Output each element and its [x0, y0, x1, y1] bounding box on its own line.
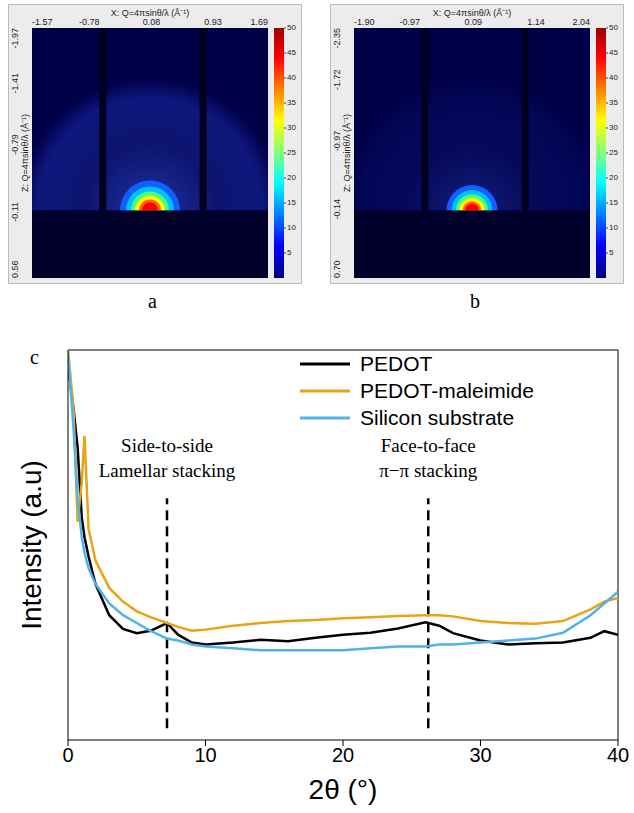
svg-text:15: 15	[287, 198, 296, 207]
svg-text:Side-to-side: Side-to-side	[121, 435, 213, 456]
svg-text:0.09: 0.09	[464, 17, 482, 27]
svg-text:Lamellar stacking: Lamellar stacking	[99, 460, 236, 481]
svg-text:2θ (°): 2θ (°)	[309, 774, 378, 805]
svg-text:45: 45	[287, 48, 296, 57]
svg-text:0.08: 0.08	[143, 17, 161, 27]
svg-text:-1.72: -1.72	[332, 69, 342, 90]
svg-text:20: 20	[609, 173, 618, 182]
svg-text:π−π stacking: π−π stacking	[379, 460, 477, 481]
svg-text:0.93: 0.93	[204, 17, 222, 27]
html-text:PEDOT-maleimide: PEDOT-maleimide	[360, 378, 534, 402]
svg-text:-1.57: -1.57	[32, 17, 53, 27]
svg-text:35: 35	[609, 98, 618, 107]
svg-text:20: 20	[332, 744, 354, 766]
svg-text:-1.90: -1.90	[354, 17, 375, 27]
svg-text:-0.97: -0.97	[399, 17, 420, 27]
svg-text:35: 35	[287, 98, 296, 107]
svg-text:Intensity (a.u): Intensity (a.u)	[16, 460, 47, 630]
svg-text:0.56: 0.56	[10, 260, 20, 278]
html-text:Silicon substrate: Silicon substrate	[360, 405, 515, 429]
svg-text:25: 25	[609, 148, 618, 157]
svg-text:X: Q=4πsinθ/λ (Å⁻¹): X: Q=4πsinθ/λ (Å⁻¹)	[110, 8, 190, 19]
svg-text:40: 40	[609, 73, 618, 82]
svg-text:5: 5	[287, 248, 292, 257]
svg-text:-0.78: -0.78	[79, 17, 100, 27]
svg-text:40: 40	[607, 744, 629, 766]
html-text:b: b	[470, 290, 480, 312]
svg-text:0: 0	[62, 744, 73, 766]
svg-text:50: 50	[287, 23, 296, 32]
svg-text:-0.11: -0.11	[10, 202, 20, 222]
html-text:c: c	[30, 346, 39, 368]
svg-text:0.70: 0.70	[332, 260, 342, 278]
svg-text:-0.14: -0.14	[332, 199, 342, 220]
svg-text:2.04: 2.04	[572, 17, 590, 27]
svg-text:15: 15	[609, 198, 618, 207]
svg-text:1.69: 1.69	[250, 17, 268, 27]
svg-text:X: Q=4πsinθ/λ (Å⁻¹): X: Q=4πsinθ/λ (Å⁻¹)	[432, 8, 512, 19]
svg-text:30: 30	[609, 123, 618, 132]
svg-text:-1.41: -1.41	[10, 73, 20, 94]
svg-text:-0.79: -0.79	[10, 134, 20, 155]
svg-text:25: 25	[287, 148, 296, 157]
svg-text:30: 30	[469, 744, 491, 766]
svg-text:10: 10	[609, 223, 618, 232]
svg-text:Face-to-face: Face-to-face	[381, 435, 476, 456]
svg-text:Z: Q=4πsinθ/λ (Å⁻¹): Z: Q=4πsinθ/λ (Å⁻¹)	[342, 114, 352, 192]
svg-text:45: 45	[609, 48, 618, 57]
svg-text:50: 50	[609, 23, 618, 32]
svg-text:30: 30	[287, 123, 296, 132]
svg-text:-1.97: -1.97	[10, 28, 20, 49]
svg-text:Z: Q=4πsinθ/λ (Å⁻¹): Z: Q=4πsinθ/λ (Å⁻¹)	[20, 114, 30, 192]
svg-text:20: 20	[287, 173, 296, 182]
svg-text:10: 10	[287, 223, 296, 232]
html-text:PEDOT: PEDOT	[360, 351, 433, 375]
svg-text:-2.35: -2.35	[332, 28, 342, 49]
svg-text:40: 40	[287, 73, 296, 82]
svg-text:1.14: 1.14	[527, 17, 545, 27]
svg-text:10: 10	[194, 744, 216, 766]
svg-text:5: 5	[609, 248, 614, 257]
html-text:a: a	[148, 290, 157, 312]
svg-text:-0.97: -0.97	[332, 131, 342, 152]
